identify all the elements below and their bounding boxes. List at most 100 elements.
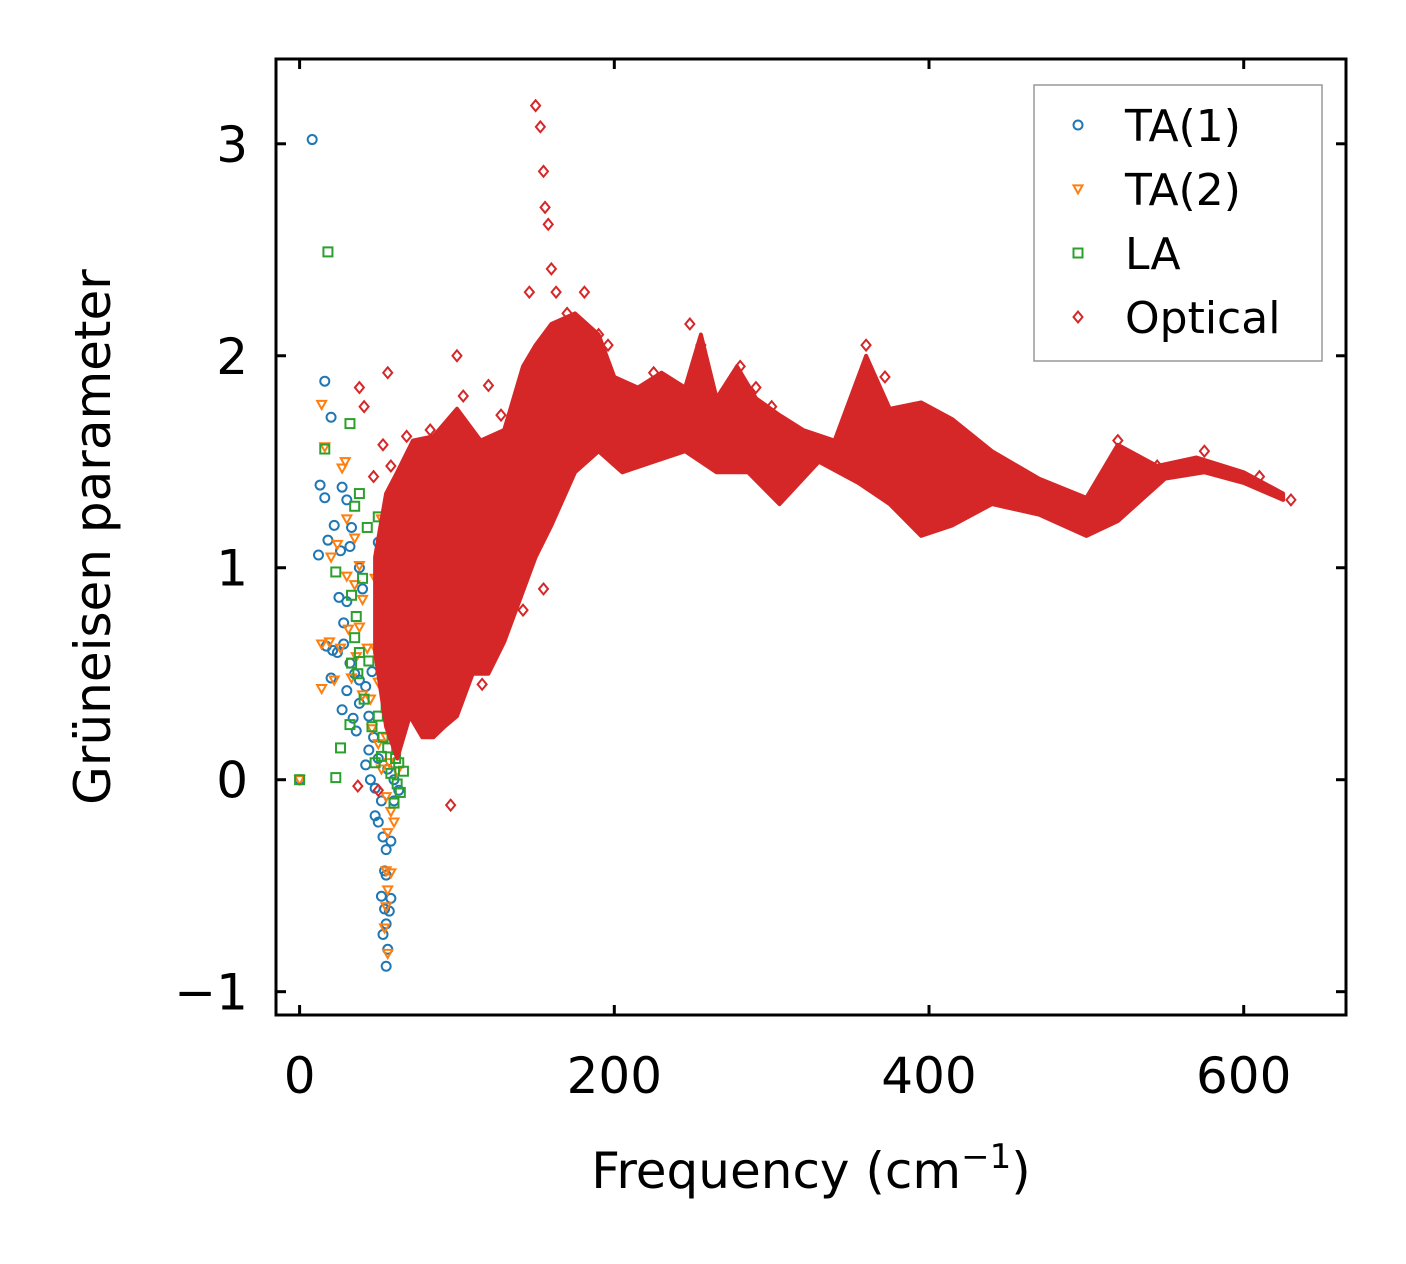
data-point-ta-1- xyxy=(372,816,384,828)
data-point-optical xyxy=(695,338,707,353)
data-point-ta-1- xyxy=(380,844,392,856)
data-point-la xyxy=(349,632,361,644)
data-point-ta-2- xyxy=(348,533,361,545)
data-point-optical xyxy=(550,285,562,300)
data-point-ta-2- xyxy=(353,561,366,573)
data-point-ta-2- xyxy=(342,624,355,636)
data-point-optical xyxy=(904,408,916,423)
data-point-ta-2- xyxy=(323,637,336,649)
data-point-optical xyxy=(542,217,555,232)
data-point-ta-2- xyxy=(375,764,388,776)
data-point-optical xyxy=(403,565,416,579)
y-tick-label: 0 xyxy=(216,752,248,810)
y-tick-label: 1 xyxy=(216,540,248,598)
data-point-ta-1- xyxy=(341,685,353,697)
data-point-la xyxy=(369,757,381,769)
data-point-optical xyxy=(523,285,536,300)
legend: TA(1) TA(2) LA Optical xyxy=(1033,84,1323,362)
data-point-ta-1- xyxy=(347,712,359,724)
data-point-optical xyxy=(647,365,660,380)
data-point-optical xyxy=(954,454,967,469)
data-point-ta-2- xyxy=(324,552,338,564)
y-axis-label: Grüneisen parameter xyxy=(64,269,122,805)
data-point-optical xyxy=(765,399,778,414)
data-point-ta-2- xyxy=(331,539,344,551)
data-point-ta-1- xyxy=(306,134,318,146)
data-point-optical xyxy=(1253,469,1266,484)
data-point-optical xyxy=(377,437,389,452)
data-point-optical xyxy=(476,677,488,692)
data-point-optical xyxy=(455,656,468,671)
data-point-la xyxy=(319,443,331,455)
data-point-optical xyxy=(923,416,935,431)
optical-dense-band xyxy=(373,311,1286,761)
data-point-optical xyxy=(457,389,470,403)
data-point-optical xyxy=(424,422,437,437)
data-point-ta-2- xyxy=(315,639,328,651)
data-point-optical xyxy=(879,369,891,384)
legend-items: TA(1) TA(2) LA Optical xyxy=(1071,101,1280,344)
data-point-ta-1- xyxy=(375,890,387,902)
y-tick-label: 2 xyxy=(216,328,248,386)
data-point-optical xyxy=(385,459,397,473)
data-point-ta-1- xyxy=(360,759,372,771)
data-point-la xyxy=(335,742,347,754)
legend-marker-ta-2- xyxy=(1071,184,1085,196)
data-point-optical xyxy=(684,317,696,331)
data-point-ta-2- xyxy=(353,622,366,634)
data-point-ta-2- xyxy=(381,828,394,840)
y-tick-label: 3 xyxy=(216,116,248,174)
data-point-ta-1- xyxy=(338,617,350,629)
data-point-ta-2- xyxy=(379,792,393,804)
data-point-ta-2- xyxy=(334,643,347,655)
axis-ticks: 0 200 400 600 −1 0 1 2 3 xyxy=(174,59,1346,1105)
data-point-la xyxy=(385,767,397,779)
data-point-ta-2- xyxy=(315,399,328,412)
data-point-optical xyxy=(503,592,515,607)
legend-label: TA(2) xyxy=(1124,165,1241,216)
data-point-ta-1- xyxy=(341,494,353,506)
data-point-ta-1- xyxy=(363,744,375,756)
data-point-optical xyxy=(385,713,397,728)
data-point-optical xyxy=(1112,433,1124,448)
data-point-optical xyxy=(537,581,550,596)
data-point-la xyxy=(322,246,334,258)
data-point-la xyxy=(352,668,364,680)
data-point-la xyxy=(344,418,356,430)
data-point-ta-1- xyxy=(393,784,405,796)
data-point-ta-1- xyxy=(363,710,375,722)
legend-marker-ta-1- xyxy=(1072,119,1084,131)
data-point-ta-1- xyxy=(385,835,397,847)
data-point-ta-2- xyxy=(381,885,394,897)
optical-mode-cloud xyxy=(352,98,1297,813)
data-point-optical xyxy=(438,713,451,728)
data-point-optical xyxy=(602,338,614,353)
data-point-ta-1- xyxy=(336,481,348,493)
data-point-la xyxy=(353,488,365,500)
data-point-la xyxy=(344,719,356,731)
data-point-ta-1- xyxy=(353,562,365,574)
data-point-ta-1- xyxy=(350,725,362,737)
data-point-ta-1- xyxy=(353,674,365,686)
data-point-optical xyxy=(372,783,385,798)
data-point-ta-1- xyxy=(357,583,369,595)
data-point-ta-1- xyxy=(319,492,331,504)
data-point-ta-1- xyxy=(322,534,334,546)
data-point-ta-2- xyxy=(384,868,398,880)
data-point-ta-2- xyxy=(315,683,328,696)
data-point-optical xyxy=(1198,444,1211,459)
data-point-ta-1- xyxy=(328,519,340,531)
data-point-optical xyxy=(545,261,558,276)
x-tick-label: 200 xyxy=(567,1047,662,1105)
data-point-optical xyxy=(451,348,463,363)
data-point-la xyxy=(397,765,409,777)
data-point-optical xyxy=(419,543,432,558)
data-point-optical xyxy=(517,603,529,618)
data-point-ta-1- xyxy=(369,810,381,822)
data-point-optical xyxy=(750,380,762,395)
data-point-la xyxy=(394,786,406,798)
data-point-optical xyxy=(529,98,542,113)
data-point-optical xyxy=(367,469,380,484)
data-point-ta-1- xyxy=(314,479,326,491)
data-point-la xyxy=(346,589,358,601)
